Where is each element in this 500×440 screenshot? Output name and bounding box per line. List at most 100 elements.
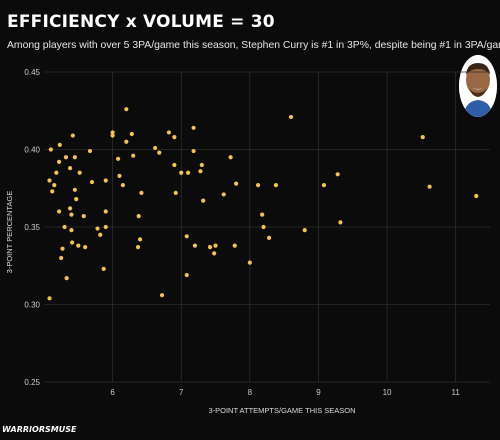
- data-point: [184, 272, 189, 278]
- data-point: [159, 293, 165, 298]
- data-point: [76, 243, 81, 248]
- data-point: [60, 246, 65, 251]
- y-tick-label: 0.35: [24, 223, 40, 232]
- data-point: [228, 155, 233, 160]
- y-tick-label: 0.40: [24, 146, 40, 155]
- data-point: [172, 162, 177, 168]
- data-point: [191, 125, 196, 130]
- data-point: [474, 193, 479, 199]
- data-point: [57, 142, 62, 147]
- data-point: [139, 190, 144, 195]
- x-tick-label: 11: [452, 388, 461, 397]
- data-point: [247, 260, 252, 265]
- x-tick-label: 7: [179, 388, 184, 397]
- data-point: [266, 235, 272, 240]
- data-point: [255, 183, 261, 188]
- data-point: [52, 183, 57, 188]
- data-point: [70, 240, 75, 245]
- data-point: [273, 183, 279, 188]
- x-tick-label: 10: [383, 388, 392, 397]
- data-point: [221, 192, 226, 197]
- y-tick-label: 0.45: [24, 68, 40, 77]
- data-point: [103, 209, 108, 214]
- data-point: [101, 266, 106, 271]
- watermark: WARRIORSMUSE: [2, 425, 77, 434]
- data-point: [338, 220, 343, 225]
- x-tick-label: 8: [248, 388, 253, 397]
- data-point: [172, 135, 177, 140]
- data-point: [62, 224, 67, 230]
- data-point: [131, 153, 136, 158]
- player-headshot-image: [459, 55, 497, 117]
- data-point: [153, 145, 158, 151]
- data-point: [70, 133, 75, 138]
- data-point: [137, 237, 143, 242]
- x-axis-label: 3-POINT ATTEMPTS/GAME THIS SEASON: [208, 406, 355, 415]
- data-point: [74, 197, 79, 202]
- x-tick-label: 9: [316, 388, 321, 397]
- data-point: [67, 166, 73, 171]
- data-point: [198, 169, 203, 174]
- data-point: [288, 114, 294, 120]
- data-point: [103, 178, 108, 183]
- data-point: [87, 148, 93, 154]
- data-point: [335, 172, 340, 177]
- data-point: [129, 131, 134, 137]
- data-point: [98, 232, 103, 237]
- data-point: [124, 139, 129, 144]
- data-point: [72, 155, 77, 160]
- data-point: [110, 133, 115, 138]
- data-point: [69, 228, 74, 233]
- data-point: [124, 107, 129, 112]
- chart-title: EFFICIENCY x VOLUME = 30: [7, 12, 275, 32]
- y-tick-label: 0.25: [24, 378, 40, 387]
- data-point: [56, 209, 62, 214]
- data-point: [110, 130, 115, 135]
- data-point: [59, 255, 64, 261]
- data-point: [260, 212, 265, 217]
- data-point: [117, 173, 122, 178]
- x-tick-label: 6: [110, 388, 115, 397]
- data-point: [72, 187, 77, 192]
- data-point: [261, 224, 266, 230]
- data-point: [67, 206, 73, 211]
- y-tick-label: 0.30: [24, 301, 40, 310]
- data-point: [157, 150, 162, 155]
- data-point: [48, 147, 53, 152]
- chart-subtitle: Among players with over 5 3PA/game this …: [7, 40, 500, 51]
- data-point: [136, 214, 141, 219]
- data-point: [50, 189, 55, 194]
- data-point: [213, 243, 218, 248]
- data-point: [207, 245, 213, 250]
- data-point: [54, 170, 59, 175]
- data-point: [120, 183, 126, 188]
- data-point: [201, 198, 206, 203]
- data-point: [179, 170, 184, 175]
- data-point: [302, 228, 307, 233]
- data-point: [103, 224, 108, 230]
- data-point: [234, 181, 239, 186]
- data-point: [185, 170, 191, 175]
- data-point: [184, 234, 189, 239]
- data-point: [212, 251, 217, 256]
- data-point: [116, 156, 121, 161]
- data-point: [64, 276, 69, 281]
- data-point: [63, 155, 69, 160]
- data-point: [47, 178, 52, 183]
- data-point: [321, 183, 327, 188]
- data-point: [56, 159, 62, 164]
- data-point: [135, 245, 141, 250]
- data-point: [173, 190, 178, 195]
- data-point: [83, 245, 88, 250]
- data-point: [191, 148, 196, 154]
- data-point: [47, 296, 52, 301]
- data-point: [232, 243, 237, 248]
- data-point: [69, 212, 74, 217]
- data-point: [77, 170, 82, 175]
- data-point: [199, 162, 204, 168]
- player-headshot: [459, 55, 497, 117]
- data-point: [166, 130, 171, 135]
- y-axis-label: 3-POINT PERCENTAGE: [5, 191, 14, 274]
- data-point: [192, 243, 198, 248]
